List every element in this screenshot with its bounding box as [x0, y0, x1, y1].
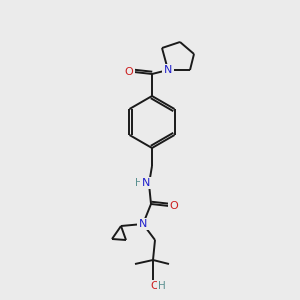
Text: H: H: [158, 281, 166, 291]
Text: H: H: [135, 178, 143, 188]
Text: N: N: [164, 65, 172, 75]
Text: O: O: [169, 201, 178, 211]
Text: O: O: [124, 67, 134, 77]
Text: N: N: [139, 219, 147, 229]
Text: N: N: [142, 178, 150, 188]
Text: O: O: [151, 281, 159, 291]
